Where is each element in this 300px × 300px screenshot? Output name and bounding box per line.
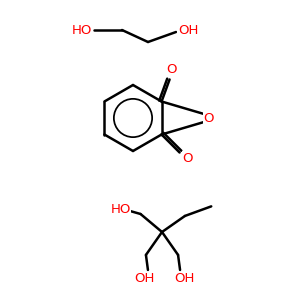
Text: O: O xyxy=(182,152,193,165)
Text: HO: HO xyxy=(72,23,92,37)
Text: HO: HO xyxy=(110,202,131,215)
Text: OH: OH xyxy=(134,272,154,285)
Text: OH: OH xyxy=(178,23,198,37)
Text: O: O xyxy=(166,63,177,76)
Text: OH: OH xyxy=(174,272,194,285)
Text: O: O xyxy=(204,112,214,124)
